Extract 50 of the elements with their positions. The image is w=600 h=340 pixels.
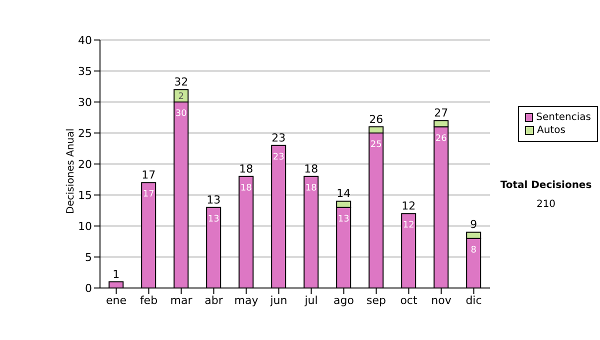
y-tick-label: 5 — [85, 250, 92, 264]
data-label: 12 — [402, 220, 414, 231]
data-label: 13 — [208, 214, 220, 224]
total-label: 14 — [336, 187, 351, 200]
y-tick-label: 0 — [85, 282, 92, 295]
x-tick-label: feb — [140, 294, 158, 307]
data-label: 18 — [240, 183, 252, 194]
total-label: 18 — [239, 162, 254, 176]
x-tick-label: may — [234, 294, 259, 307]
y-tick-label: 10 — [78, 220, 92, 233]
y-tick-label: 20 — [78, 158, 92, 171]
total-label: 17 — [142, 168, 156, 182]
x-tick-label: dic — [466, 294, 482, 307]
data-label: 26 — [435, 134, 448, 144]
data-label: 8 — [470, 245, 477, 256]
x-tick-label: nov — [431, 294, 452, 307]
legend-label: Sentencias — [536, 111, 591, 124]
y-tick-label: 15 — [78, 188, 92, 202]
x-tick-label: jul — [304, 294, 318, 307]
total-label: 18 — [304, 162, 318, 176]
y-tick-label: 40 — [78, 34, 92, 47]
x-tick-label: mar — [170, 294, 193, 307]
data-label: 30 — [175, 109, 188, 119]
y-tick-label: 35 — [78, 64, 92, 78]
data-label: 17 — [142, 190, 154, 200]
data-label: 25 — [370, 140, 382, 150]
y-tick-label: 30 — [78, 96, 92, 109]
x-tick-label: sep — [366, 294, 386, 307]
y-axis-title: Decisiones Anual — [66, 128, 77, 214]
data-label: 13 — [338, 214, 350, 224]
total-label: 27 — [434, 106, 448, 120]
x-tick-label: oct — [400, 294, 418, 307]
data-label: 18 — [305, 183, 318, 194]
x-tick-label: ene — [106, 294, 127, 307]
data-label: 2 — [178, 92, 184, 102]
text: 210 — [535, 199, 557, 210]
total-label: 12 — [402, 200, 416, 213]
total-label: 26 — [369, 112, 384, 126]
total-label: 9 — [470, 218, 478, 232]
total-label: 1 — [112, 268, 120, 281]
x-tick-label: abr — [204, 294, 224, 307]
legend-label: Autos — [537, 124, 566, 137]
x-tick-label: jun — [269, 294, 288, 307]
y-tick-label: 25 — [78, 126, 92, 140]
total-label: 13 — [206, 193, 221, 206]
text: Total Decisiones — [499, 180, 593, 191]
x-tick-label: ago — [334, 294, 354, 307]
data-label: 23 — [272, 152, 284, 162]
total-label: 32 — [174, 76, 188, 89]
total-label: 23 — [272, 131, 286, 144]
